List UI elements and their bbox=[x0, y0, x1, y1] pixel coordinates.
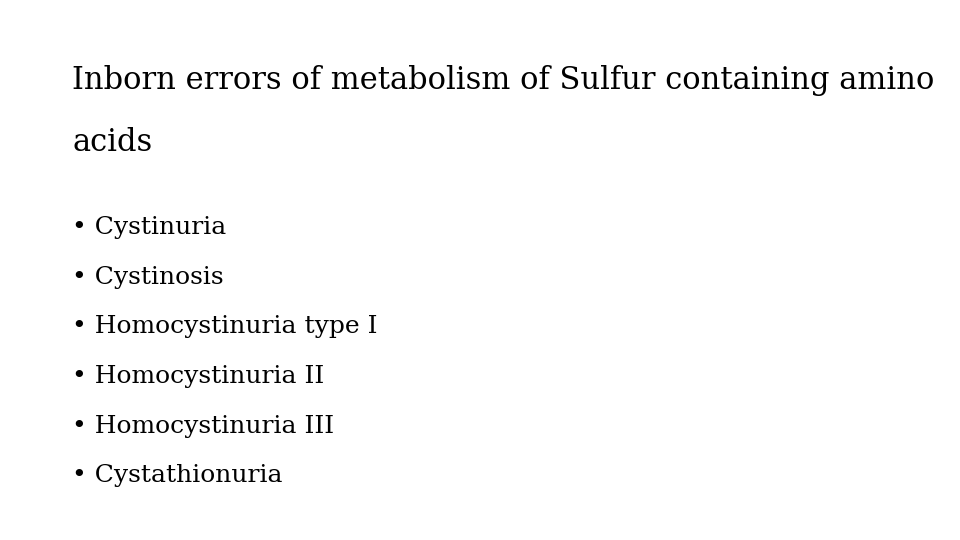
Text: acids: acids bbox=[72, 127, 153, 158]
Text: • Cystinuria: • Cystinuria bbox=[72, 216, 227, 239]
Text: Inborn errors of metabolism of Sulfur containing amino: Inborn errors of metabolism of Sulfur co… bbox=[72, 65, 934, 96]
Text: • Cystinosis: • Cystinosis bbox=[72, 266, 224, 289]
Text: • Homocystinuria III: • Homocystinuria III bbox=[72, 415, 334, 438]
Text: • Homocystinuria type I: • Homocystinuria type I bbox=[72, 315, 377, 339]
Text: • Cystathionuria: • Cystathionuria bbox=[72, 464, 282, 488]
Text: • Homocystinuria II: • Homocystinuria II bbox=[72, 365, 324, 388]
